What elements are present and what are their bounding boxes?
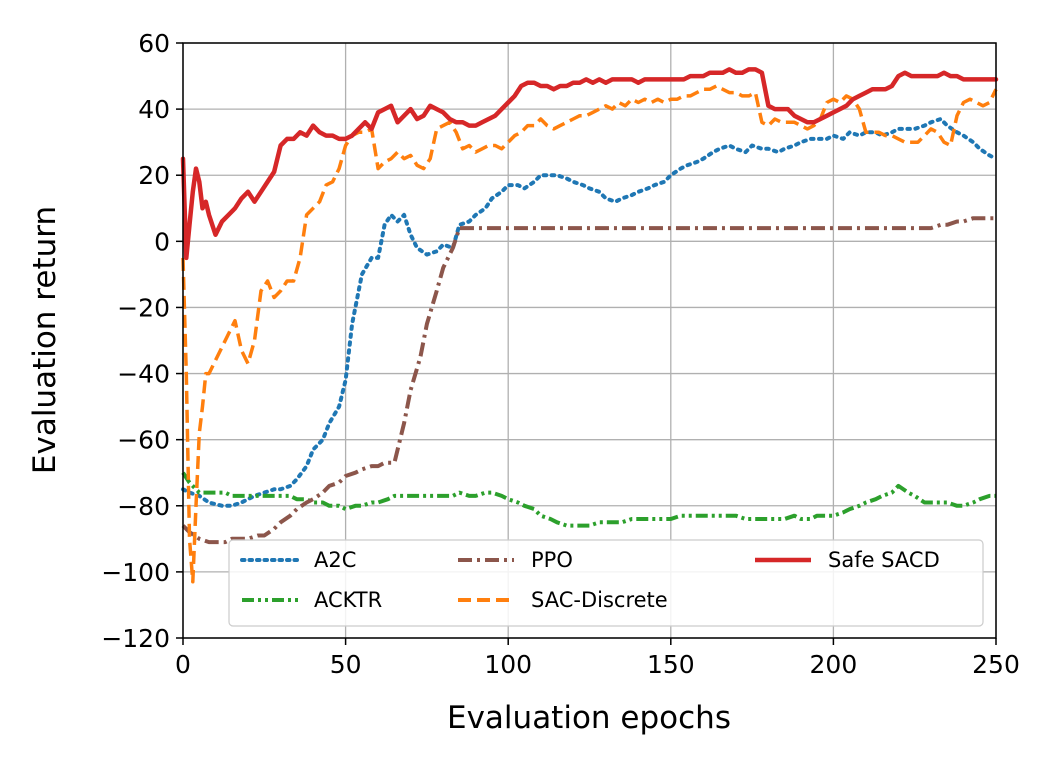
x-tick-label: 250 xyxy=(972,650,1020,679)
series-line-sac-discrete xyxy=(181,84,998,584)
y-tick-label: −100 xyxy=(101,558,170,587)
plot-frame xyxy=(182,42,997,639)
y-tick-label: −120 xyxy=(101,624,170,653)
legend: A2C PPO Safe SACD ACKTR SAC-Discrete xyxy=(228,539,984,627)
series-layer xyxy=(180,67,999,584)
series-line-ppo xyxy=(181,216,996,545)
series-line-a2c xyxy=(181,117,998,508)
y-axis-title: Evaluation return xyxy=(27,206,63,474)
y-axis: −120 −100 −80 −60 −40 −20 0 20 40 60 xyxy=(101,29,183,653)
legend-label-acktr: ACKTR xyxy=(314,588,382,612)
x-tick-label: 100 xyxy=(484,650,532,679)
x-tick-label: 150 xyxy=(647,650,695,679)
x-tick-label: 0 xyxy=(175,650,191,679)
x-tick-label: 200 xyxy=(810,650,858,679)
x-axis: 0 50 100 150 200 250 xyxy=(175,638,1020,679)
y-tick-label: 60 xyxy=(138,29,170,58)
legend-label-sac-discrete: SAC-Discrete xyxy=(531,588,668,612)
y-tick-label: −60 xyxy=(117,426,170,455)
legend-label-safe-sacd: Safe SACD xyxy=(828,548,940,572)
legend-label-ppo: PPO xyxy=(531,548,573,572)
y-tick-label: −80 xyxy=(117,492,170,521)
y-tick-label: −20 xyxy=(117,293,170,322)
x-tick-label: 50 xyxy=(330,650,362,679)
series-line-safe-sacd xyxy=(180,67,999,261)
x-axis-title: Evaluation epochs xyxy=(447,700,731,736)
y-tick-label: 20 xyxy=(138,161,170,190)
legend-label-a2c: A2C xyxy=(314,548,356,572)
y-tick-label: 40 xyxy=(138,95,170,124)
y-tick-label: 0 xyxy=(154,227,170,256)
y-tick-label: −40 xyxy=(117,360,170,389)
